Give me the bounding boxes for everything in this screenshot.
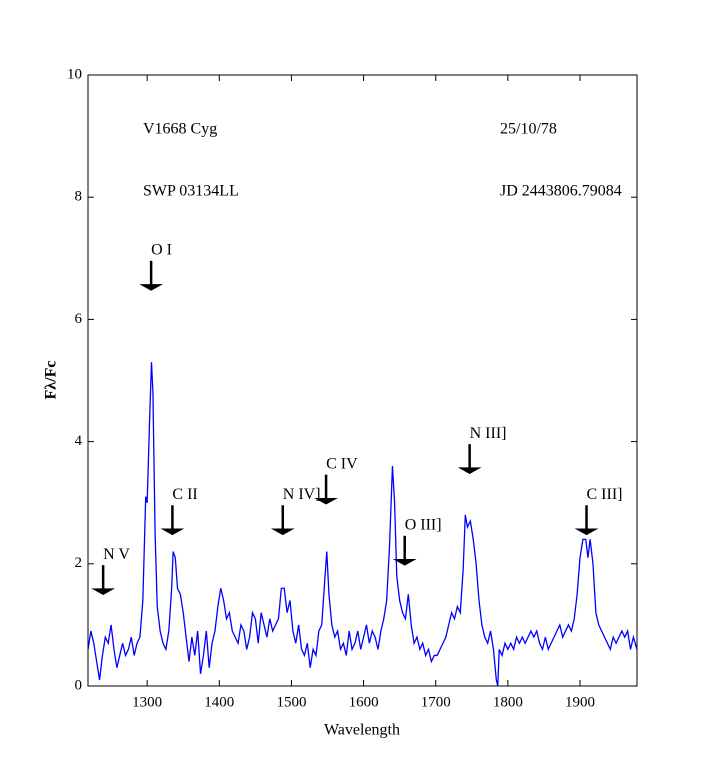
annotation-label: N IV] bbox=[283, 486, 321, 503]
x-tick-label: 1300 bbox=[132, 694, 162, 710]
x-tick-label: 1700 bbox=[421, 694, 451, 710]
plot-label: SWP 03134LL bbox=[143, 183, 239, 200]
x-tick-label: 1600 bbox=[349, 694, 379, 710]
annotation-label: N III] bbox=[470, 425, 507, 442]
spectrum-line bbox=[87, 362, 638, 687]
y-tick-label: 8 bbox=[75, 189, 83, 205]
y-tick-label: 4 bbox=[75, 433, 83, 449]
plot-label: V1668 Cyg bbox=[143, 121, 217, 138]
plot-label: 25/10/78 bbox=[500, 121, 557, 138]
annotation-label: O I bbox=[151, 242, 172, 259]
plot-label: JD 2443806.79084 bbox=[500, 183, 622, 200]
annotation-arrow-head bbox=[574, 528, 599, 536]
annotation-arrow-head bbox=[139, 284, 164, 291]
y-axis-label: Fλ/Fc bbox=[43, 361, 60, 400]
annotation-label: C IV bbox=[326, 455, 358, 472]
annotation-arrow-head bbox=[160, 528, 185, 536]
y-tick-label: 0 bbox=[75, 677, 83, 693]
annotation-label: O III] bbox=[405, 516, 442, 533]
annotation-arrow-head bbox=[392, 559, 417, 566]
x-tick-label: 1900 bbox=[565, 694, 595, 710]
x-tick-label: 1800 bbox=[493, 694, 523, 710]
annotation-label: C II bbox=[172, 486, 197, 503]
y-tick-label: 10 bbox=[67, 66, 82, 82]
y-tick-label: 2 bbox=[75, 555, 83, 571]
x-axis-label: Wavelength bbox=[324, 722, 400, 739]
annotation-arrow-head bbox=[457, 467, 482, 475]
annotation-arrow-head bbox=[270, 528, 295, 536]
x-tick-label: 1500 bbox=[276, 694, 306, 710]
y-tick-label: 6 bbox=[75, 311, 83, 327]
annotation-label: N V bbox=[103, 546, 130, 563]
x-tick-label: 1400 bbox=[204, 694, 234, 710]
plot-frame bbox=[87, 74, 638, 687]
annotation-arrow-head bbox=[91, 588, 116, 595]
annotation-arrow-head bbox=[314, 497, 338, 505]
annotation-label: C III] bbox=[587, 486, 623, 503]
